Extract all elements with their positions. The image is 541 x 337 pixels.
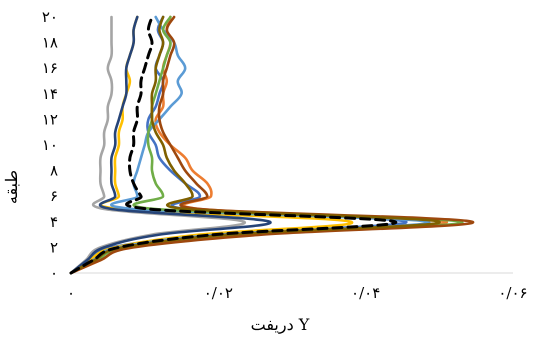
y-tick-label: ۱۲ [42, 110, 58, 128]
y-tick-label: ۱۰ [42, 136, 58, 154]
y-tick-label: ۲ [50, 238, 58, 256]
y-tick-label: ۱۶ [42, 59, 58, 77]
series-line-10 [69, 15, 398, 275]
series-line-8 [69, 15, 474, 275]
x-tick-labels: ۰ ۰/۰۲ ۰/۰۴ ۰/۰۶ [67, 284, 528, 302]
x-axis-title: دریفت Y [251, 315, 310, 334]
y-tick-label: ۲۰ [42, 8, 58, 26]
y-tick-label: ۴ [50, 213, 58, 231]
x-tick-label: ۰ [67, 284, 75, 302]
y-tick-labels: ۰ ۲ ۴ ۶ ۸ ۱۰ ۱۲ ۱۴ ۱۶ ۱۸ ۲۰ [42, 8, 58, 282]
x-tick-label: ۰/۰۶ [498, 284, 527, 302]
y-tick-label: ۱۸ [42, 34, 58, 52]
y-tick-label: ۶ [50, 187, 58, 205]
y-tick-label: ۰ [50, 264, 58, 282]
series-line-7 [69, 15, 272, 275]
series-line-9 [69, 15, 441, 275]
y-tick-label: ۱۴ [42, 85, 58, 103]
x-tick-label: ۰/۰۲ [204, 284, 233, 302]
series-group [69, 15, 474, 275]
y-axis-title: طبقه [2, 170, 21, 204]
y-tick-label: ۸ [50, 162, 58, 180]
x-tick-label: ۰/۰۴ [351, 284, 380, 302]
